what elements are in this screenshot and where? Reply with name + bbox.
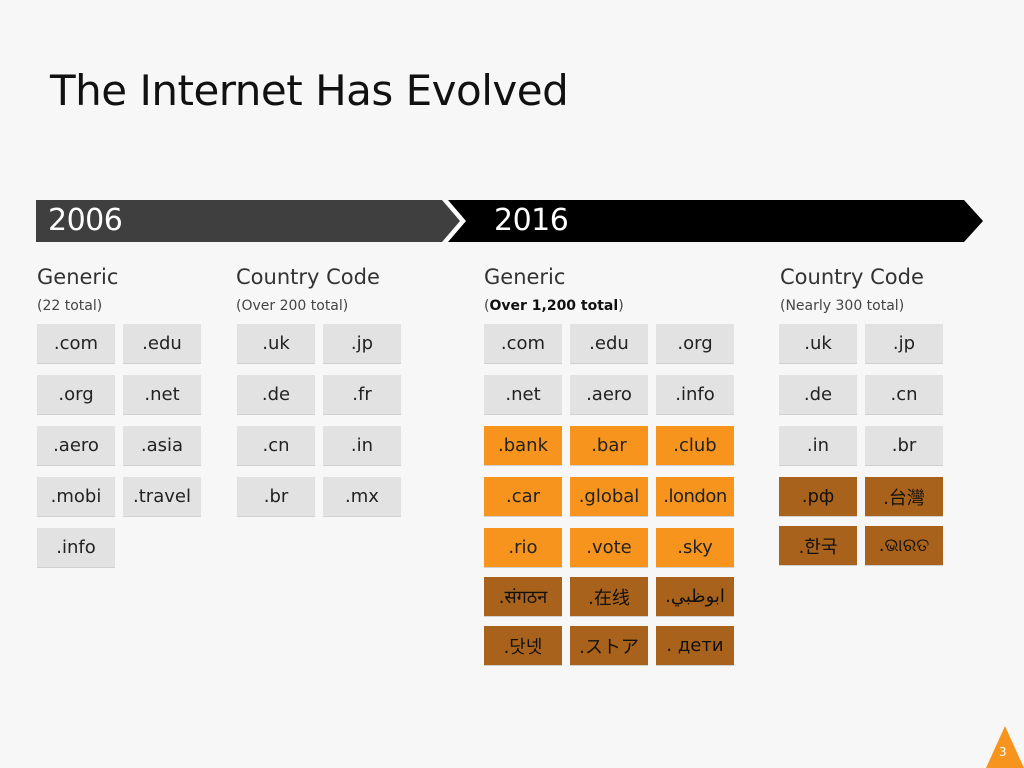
- year-2016-label: 2016: [494, 203, 569, 238]
- tld-tile: .mobi: [37, 477, 115, 517]
- heading-2016-generic: Generic: [484, 265, 566, 289]
- tld-tile: .org: [656, 324, 734, 364]
- timeline-separator: [444, 200, 466, 242]
- tld-tile-idn: .ଭାରତ: [865, 526, 943, 566]
- tld-tile-new: .bar: [570, 426, 648, 466]
- sub-2006-country: (Over 200 total): [236, 298, 349, 314]
- tld-tile-idn: .닷넷: [484, 626, 562, 666]
- tld-tile-new: .global: [570, 477, 648, 517]
- tld-tile: .com: [484, 324, 562, 364]
- sub-2016-generic: (Over 1,200 total): [484, 298, 624, 314]
- tld-tile: .br: [865, 426, 943, 466]
- tld-tile: .info: [37, 528, 115, 568]
- tld-tile: .de: [779, 375, 857, 415]
- tld-tile: .jp: [323, 324, 401, 364]
- tld-tile-new: .vote: [570, 528, 648, 568]
- tld-tile: .edu: [570, 324, 648, 364]
- heading-2006-generic: Generic: [37, 265, 119, 289]
- tld-tile-new: .rio: [484, 528, 562, 568]
- tld-tile: .asia: [123, 426, 201, 466]
- tld-tile: .aero: [37, 426, 115, 466]
- tld-tile-idn: .ابوظبي: [656, 577, 734, 617]
- timeline-2016-segment: [446, 200, 983, 242]
- tld-tile: .aero: [570, 375, 648, 415]
- tld-tile-idn: .ストア: [570, 626, 648, 666]
- tld-tile: .edu: [123, 324, 201, 364]
- tld-tile: .info: [656, 375, 734, 415]
- tld-tile: .cn: [865, 375, 943, 415]
- tld-tile-idn: .рф: [779, 477, 857, 517]
- tld-tile-idn: .संगठन: [484, 577, 562, 617]
- tld-tile: .com: [37, 324, 115, 364]
- tld-tile: .travel: [123, 477, 201, 517]
- tld-tile: .jp: [865, 324, 943, 364]
- tld-tile-idn: .在线: [570, 577, 648, 617]
- tld-tile-idn: .台灣: [865, 477, 943, 517]
- tld-tile: .net: [484, 375, 562, 415]
- tld-tile-new: .club: [656, 426, 734, 466]
- timeline-2006-segment: [36, 200, 460, 242]
- tld-tile: .fr: [323, 375, 401, 415]
- tld-tile: .net: [123, 375, 201, 415]
- page-number-badge: [986, 726, 1024, 768]
- tld-tile-new: .london: [656, 477, 734, 517]
- tld-tile-new: .bank: [484, 426, 562, 466]
- heading-2006-country: Country Code: [236, 265, 380, 289]
- tld-tile: .cn: [237, 426, 315, 466]
- page-number: 3: [999, 745, 1007, 759]
- tld-tile: .in: [779, 426, 857, 466]
- sub-2016-country: (Nearly 300 total): [780, 298, 905, 314]
- tld-tile: .uk: [237, 324, 315, 364]
- year-2006-label: 2006: [48, 203, 123, 238]
- heading-2016-country: Country Code: [780, 265, 924, 289]
- tld-tile: .org: [37, 375, 115, 415]
- tld-tile-idn: .한국: [779, 526, 857, 566]
- tld-tile: .in: [323, 426, 401, 466]
- tld-tile-new: .sky: [656, 528, 734, 568]
- tld-tile: .br: [237, 477, 315, 517]
- timeline-bar: 2006 2016: [36, 199, 986, 243]
- tld-tile: .de: [237, 375, 315, 415]
- sub-2006-generic: (22 total): [37, 298, 103, 314]
- page-title: The Internet Has Evolved: [50, 66, 569, 115]
- timeline-arrows: [36, 200, 983, 242]
- tld-tile: .mx: [323, 477, 401, 517]
- tld-tile-new: .car: [484, 477, 562, 517]
- tld-tile: .uk: [779, 324, 857, 364]
- tld-tile-idn: . дети: [656, 626, 734, 666]
